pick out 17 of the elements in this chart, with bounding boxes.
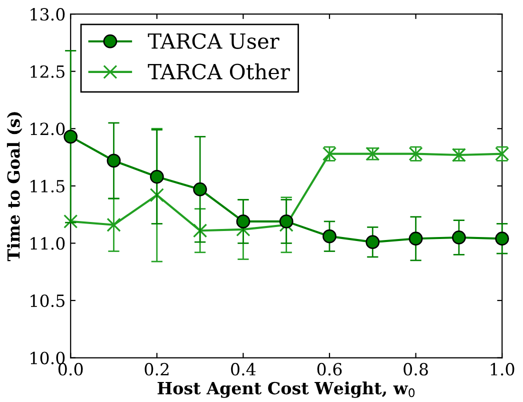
y-tick-label: 12.0 — [30, 122, 65, 136]
y-tick-label: 11.0 — [30, 237, 65, 250]
y-tick-label: 13.0 — [30, 8, 65, 21]
y-tick-label: 11.5 — [30, 180, 64, 192]
y-tick-label: 12.5 — [30, 65, 64, 78]
legend-label: TARCA User — [148, 33, 280, 49]
y-tick-label: 10.0 — [30, 352, 65, 364]
x-tick-label: 0.2 — [144, 362, 169, 376]
x-tick-label: 0.8 — [404, 362, 428, 376]
x-tick-label: 0.4 — [231, 362, 256, 376]
x-tick-label: 1.0 — [490, 362, 514, 376]
y-axis-title: Time to Goal (s) — [6, 112, 22, 262]
x-tick-label: 0.6 — [317, 362, 342, 376]
y-tick-label: 10.5 — [30, 294, 64, 308]
x-tick-label: 0.0 — [58, 362, 83, 376]
legend-label: TARCA Other — [148, 63, 290, 80]
x-axis-title: Host Agent Cost Weight, w$_{0}$ — [158, 382, 415, 398]
